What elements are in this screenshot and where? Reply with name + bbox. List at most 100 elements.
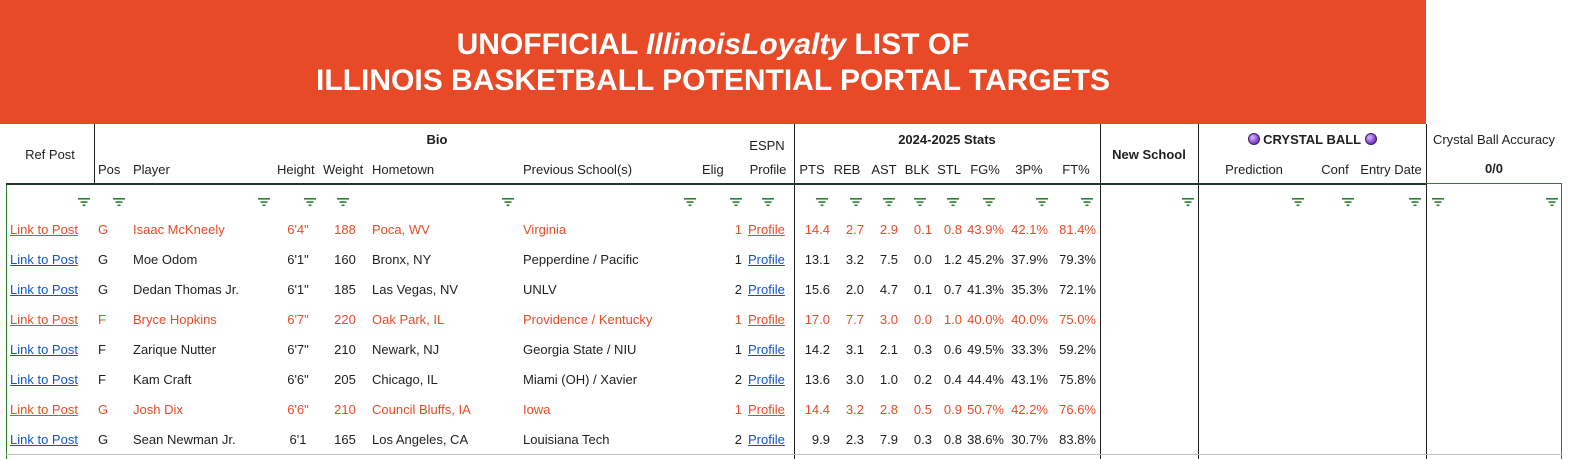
crystal-ball-label: CRYSTAL BALL [1263,132,1361,147]
cell-elig: 1 [734,342,742,357]
cell-height: 6'4" [287,222,309,237]
filter-icon[interactable] [914,194,926,207]
filter-icon[interactable] [1546,194,1558,207]
link-to-post[interactable]: Link to Post [10,372,78,387]
col-header-player: Player [133,162,170,177]
cell-previous-school: Louisiana Tech [523,432,610,447]
cell-ast: 2.8 [879,402,898,417]
cell-blk: 0.0 [913,312,932,327]
table-left-border [6,185,7,459]
header-bio: Bio [426,132,448,147]
link-to-post[interactable]: Link to Post [10,342,78,357]
header-divider [94,124,95,185]
cell-pos: F [98,372,106,387]
espn-profile-link[interactable]: Profile [748,432,785,447]
header-divider [794,124,795,459]
cell-weight: 210 [334,402,356,417]
filter-icon[interactable] [1182,194,1194,207]
cell-three: 43.1% [1011,372,1048,387]
filter-icon[interactable] [1432,194,1444,207]
link-to-post[interactable]: Link to Post [10,282,78,297]
filter-icon[interactable] [684,194,696,207]
cell-three: 33.3% [1011,342,1048,357]
cell-reb: 3.2 [845,252,864,267]
cell-height: 6'7" [287,342,309,357]
espn-profile-link[interactable]: Profile [748,282,785,297]
header-accuracy: Crystal Ball Accuracy [1432,132,1556,147]
cell-weight: 220 [334,312,356,327]
cell-three: 35.3% [1011,282,1048,297]
link-to-post[interactable]: Link to Post [10,312,78,327]
col-header-profile: Profile [749,162,787,177]
accuracy-value: 0/0 [1484,161,1504,176]
filter-icon[interactable] [304,194,316,207]
cell-player: Moe Odom [133,252,198,267]
link-to-post[interactable]: Link to Post [10,402,78,417]
accuracy-box-top [1426,183,1562,184]
cell-ast: 4.7 [879,282,898,297]
col-header-blk: BLK [904,162,930,177]
cell-ast: 7.9 [879,432,898,447]
filter-icon[interactable] [1342,194,1354,207]
espn-profile-link[interactable]: Profile [748,402,785,417]
link-to-post[interactable]: Link to Post [10,252,78,267]
table-bottom-border [6,454,1562,455]
filter-icon[interactable] [883,194,895,207]
cell-pts: 15.6 [804,282,830,297]
cell-hometown: Los Angeles, CA [372,432,469,447]
cell-weight: 188 [334,222,356,237]
col-header-fg: FG% [970,162,1000,177]
cell-elig: 1 [734,312,742,327]
espn-profile-link[interactable]: Profile [748,342,785,357]
espn-profile-link[interactable]: Profile [748,312,785,327]
filter-icon[interactable] [816,194,828,207]
cell-stl: 0.6 [943,342,962,357]
cell-blk: 0.5 [913,402,932,417]
filter-icon[interactable] [113,194,125,207]
cell-pts: 13.1 [804,252,830,267]
cell-three: 42.1% [1011,222,1048,237]
filter-icon[interactable] [1036,194,1048,207]
filter-icon[interactable] [1081,194,1093,207]
cell-height: 6'6" [287,372,309,387]
filter-icon[interactable] [502,194,514,207]
filter-icon[interactable] [1292,194,1304,207]
banner-line-1: UNOFFICIAL IllinoisLoyalty LIST OF [0,26,1426,63]
cell-blk: 0.1 [913,222,932,237]
cell-hometown: Council Bluffs, IA [372,402,471,417]
banner-line-2: ILLINOIS BASKETBALL POTENTIAL PORTAL TAR… [316,64,1110,97]
cell-previous-school: Iowa [523,402,551,417]
cell-reb: 3.1 [845,342,864,357]
filter-icon[interactable] [762,194,774,207]
cell-reb: 3.0 [845,372,864,387]
espn-profile-link[interactable]: Profile [748,252,785,267]
filter-icon[interactable] [947,194,959,207]
cell-stl: 1.0 [943,312,962,327]
link-to-post[interactable]: Link to Post [10,432,78,447]
cell-ft: 76.6% [1059,402,1096,417]
header-bottom-border [6,183,1426,185]
header-ref-post: Ref Post [25,147,75,162]
col-header-pos: Pos [98,162,121,177]
cell-fg: 41.3% [967,282,1004,297]
cell-ft: 83.8% [1059,432,1096,447]
cell-height: 6'1" [287,252,309,267]
link-to-post[interactable]: Link to Post [10,222,78,237]
filter-icon[interactable] [1409,194,1421,207]
cell-ft: 75.8% [1059,372,1096,387]
header-stats-group: 2024-2025 Stats [898,132,996,147]
cell-player: Kam Craft [133,372,192,387]
filter-icon[interactable] [983,194,995,207]
filter-icon[interactable] [78,194,90,207]
cell-elig: 1 [734,222,742,237]
espn-profile-link[interactable]: Profile [748,372,785,387]
filter-icon[interactable] [730,194,742,207]
cell-fg: 45.2% [967,252,1004,267]
espn-profile-link[interactable]: Profile [748,222,785,237]
filter-icon[interactable] [337,194,349,207]
filter-icon[interactable] [258,194,270,207]
cell-fg: 43.9% [967,222,1004,237]
filter-icon[interactable] [850,194,862,207]
cell-ast: 2.9 [879,222,898,237]
cell-ft: 79.3% [1059,252,1096,267]
